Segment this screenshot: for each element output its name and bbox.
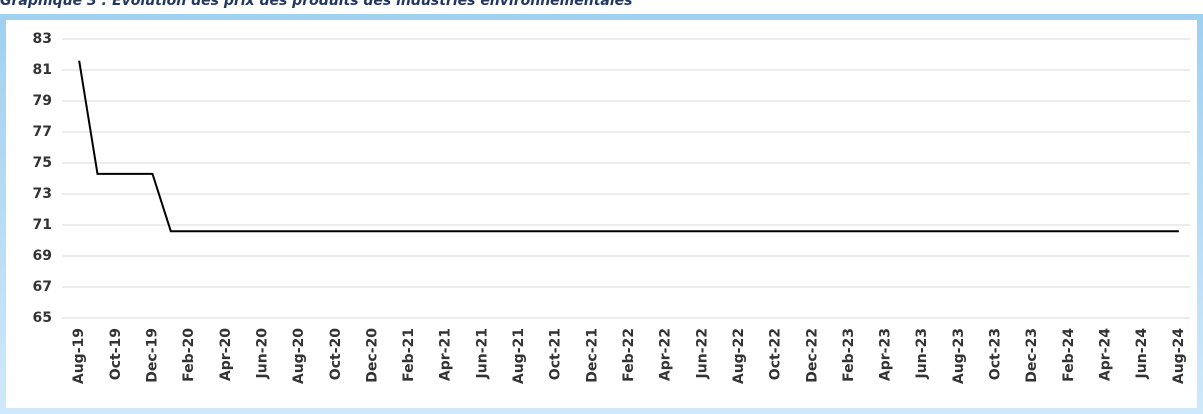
x-tick-label: Dec-20 — [364, 328, 380, 383]
x-tick-label: Feb-24 — [1061, 328, 1077, 382]
y-tick-label: 83 — [33, 31, 52, 47]
x-tick-label: Apr-24 — [1098, 328, 1114, 381]
x-tick-label: Oct-19 — [108, 328, 124, 380]
x-tick-label: Oct-20 — [328, 328, 344, 380]
y-tick-label: 69 — [33, 248, 52, 264]
y-tick-label: 73 — [33, 186, 52, 202]
x-tick-label: Oct-22 — [768, 328, 784, 380]
x-tick-label: Aug-20 — [291, 328, 307, 384]
x-tick-label: Oct-23 — [988, 328, 1004, 380]
y-tick-label: 77 — [33, 124, 52, 140]
chart-area — [6, 20, 1197, 408]
x-tick-label: Aug-21 — [511, 328, 527, 384]
x-tick-label: Dec-19 — [144, 328, 160, 383]
x-tick-label: Feb-22 — [621, 328, 637, 382]
line-series — [78, 60, 1179, 233]
x-tick-label: Feb-21 — [401, 328, 417, 382]
y-tick-label: 71 — [33, 217, 52, 233]
y-tick-label: 65 — [33, 310, 52, 326]
x-tick-label: Dec-23 — [1024, 328, 1040, 383]
x-tick-label: Jun-21 — [474, 328, 490, 379]
x-tick-label: Aug-23 — [951, 328, 967, 384]
x-tick-label: Jun-20 — [254, 328, 270, 380]
x-tick-label: Apr-20 — [218, 328, 234, 381]
chart-title: Graphique 3 : Evolution des prix des pro… — [0, 0, 632, 9]
x-tick-label: Apr-23 — [878, 328, 894, 381]
x-tick-label: Dec-21 — [584, 328, 600, 383]
x-tick-label: Aug-19 — [71, 328, 87, 384]
x-tick-label: Apr-21 — [438, 328, 454, 381]
y-tick-label: 79 — [33, 93, 52, 109]
x-tick-label: Aug-22 — [731, 328, 747, 384]
x-tick-label: Feb-23 — [841, 328, 857, 382]
y-tick-label: 75 — [33, 155, 52, 171]
y-tick-label: 81 — [33, 62, 52, 78]
x-tick-label: Oct-21 — [548, 328, 564, 380]
x-tick-label: Jun-22 — [694, 328, 710, 379]
chart-frame — [0, 14, 1203, 414]
x-tick-label: Jun-23 — [914, 328, 930, 379]
x-tick-label: Aug-24 — [1171, 328, 1187, 384]
x-tick-label: Feb-20 — [181, 328, 197, 382]
x-tick-label: Apr-22 — [658, 328, 674, 381]
x-tick-label: Dec-22 — [804, 328, 820, 383]
y-tick-label: 67 — [33, 279, 52, 295]
x-tick-label: Jun-24 — [1134, 328, 1150, 380]
